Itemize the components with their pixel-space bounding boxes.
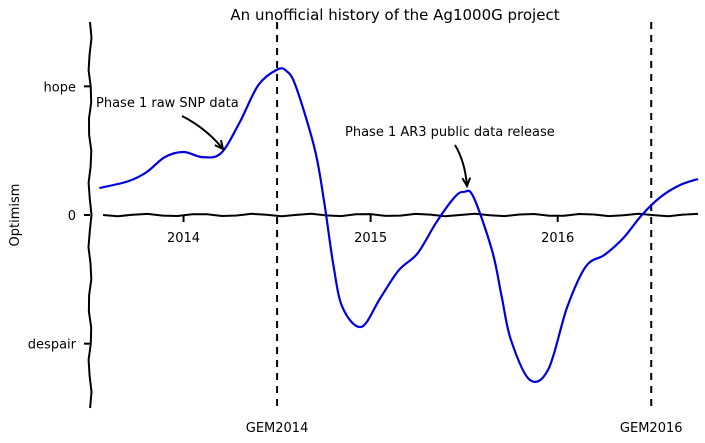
vertical-markers: GEM2014 GEM2016 bbox=[246, 22, 683, 436]
arrow-head bbox=[461, 177, 472, 189]
ticks: hope 0 despair 2014 2015 2016 bbox=[28, 80, 574, 352]
x-tick-label: 2014 bbox=[167, 231, 200, 246]
y-tick-label: 0 bbox=[68, 209, 76, 224]
annotation-label: Phase 1 raw SNP data bbox=[96, 96, 239, 111]
x-tick-label: 2015 bbox=[354, 231, 387, 246]
series-group bbox=[99, 67, 699, 383]
series-line bbox=[99, 67, 699, 383]
annotation-arrow bbox=[454, 144, 468, 187]
annotations: Phase 1 raw SNP data Phase 1 AR3 public d… bbox=[96, 96, 555, 189]
annotation-arrow bbox=[181, 115, 224, 150]
x-tick-label: 2016 bbox=[541, 231, 574, 246]
axes bbox=[87, 21, 699, 409]
vline-label: GEM2016 bbox=[620, 421, 683, 436]
y-axis-label: Optimism bbox=[8, 184, 23, 247]
arrow-head bbox=[214, 139, 225, 151]
chart-title: An unofficial history of the Ag1000G pro… bbox=[230, 6, 559, 24]
vline-label: GEM2014 bbox=[246, 421, 309, 436]
y-tick-label: despair bbox=[28, 338, 77, 353]
y-axis-line bbox=[87, 21, 93, 409]
zero-baseline bbox=[102, 212, 699, 218]
annotation-label: Phase 1 AR3 public data release bbox=[345, 125, 555, 140]
y-tick-label: hope bbox=[44, 80, 76, 95]
